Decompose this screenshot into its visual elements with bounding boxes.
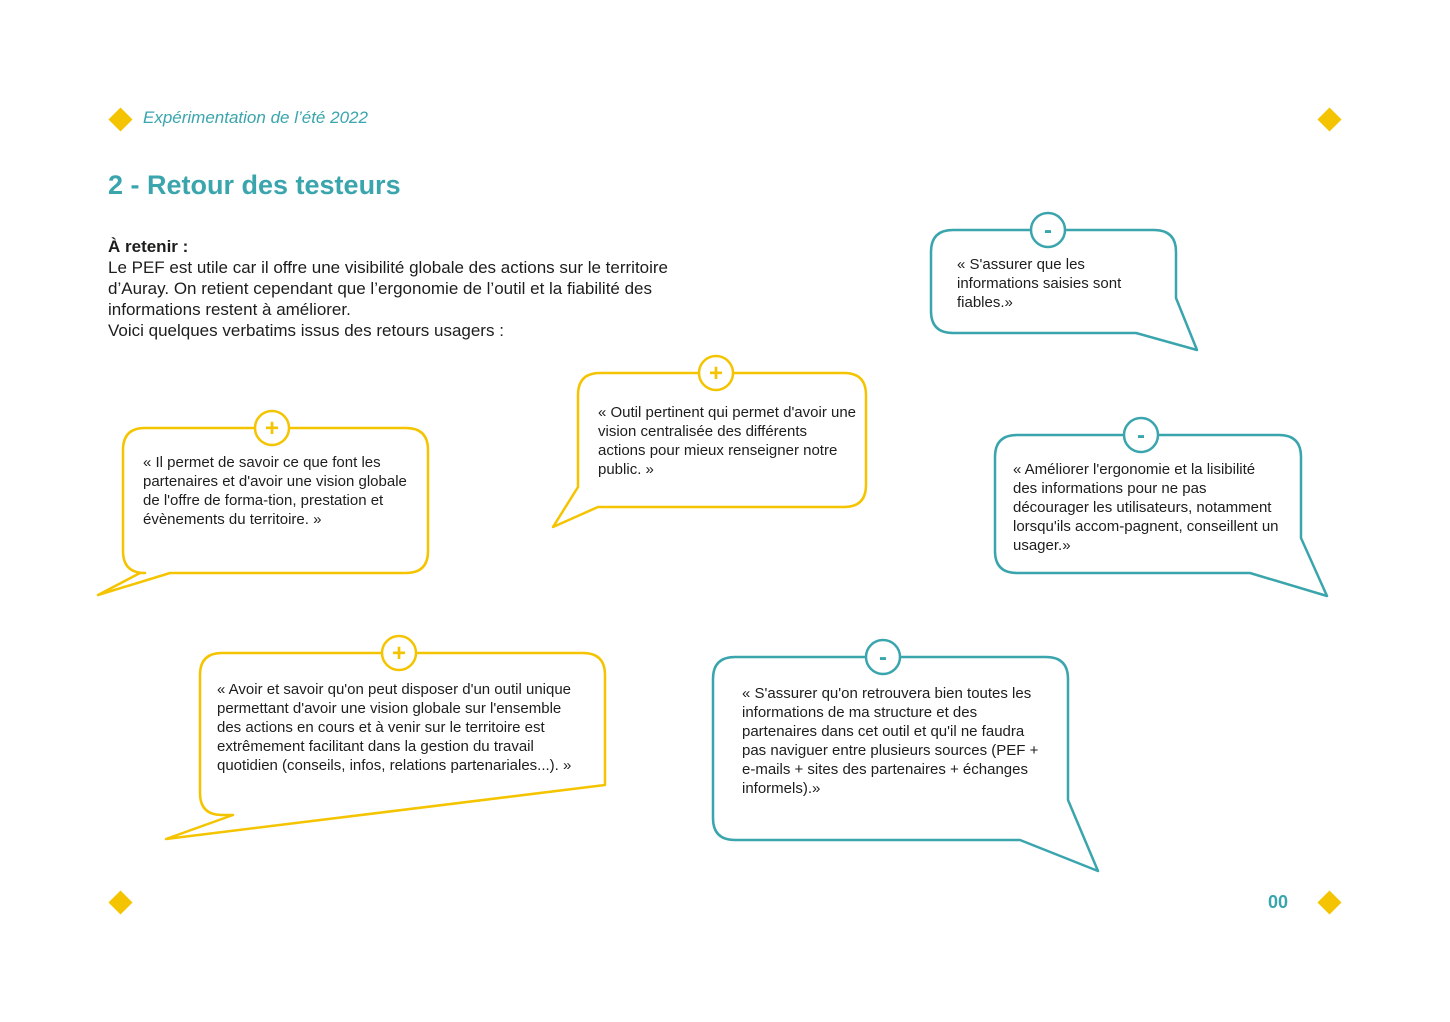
minus-icon: -	[1137, 422, 1145, 449]
speech-bubble-negative: -	[929, 211, 1199, 352]
verbatim-text: « S'assurer qu'on retrouvera bien toutes…	[742, 685, 1039, 797]
verbatim-text: « Outil pertinent qui permet d'avoir une…	[598, 404, 857, 478]
section-title: 2 - Retour des testeurs	[108, 170, 401, 200]
verbatim-text: « S'assurer que les informations saisies…	[957, 256, 1122, 311]
sign-badge	[253, 409, 291, 447]
verbatim-text: « Avoir et savoir qu'on peut disposer d'…	[217, 681, 572, 774]
intro-block: À retenir : Le PEF est utile car il offr…	[108, 236, 688, 341]
sign-badge	[1122, 416, 1160, 454]
sign-badge	[864, 638, 902, 676]
plus-icon: +	[265, 415, 279, 442]
minus-icon: -	[1044, 217, 1052, 244]
plus-icon: +	[709, 360, 723, 387]
document-subtitle: Expérimentation de l’été 2022	[143, 108, 368, 127]
speech-bubble-negative: -	[711, 638, 1100, 873]
speech-bubble-outline	[551, 371, 868, 529]
speech-bubble-positive: +	[164, 634, 607, 841]
speech-bubble-outline	[96, 426, 430, 597]
sign-badge	[1029, 211, 1067, 249]
speech-bubble-negative: -	[993, 416, 1329, 598]
sign-badge	[380, 634, 418, 672]
verbatim-text: « Il permet de savoir ce que font les pa…	[143, 454, 407, 528]
plus-icon: +	[392, 640, 406, 667]
sign-badge	[697, 354, 735, 392]
speech-bubble-outline	[929, 228, 1199, 352]
speech-bubble-positive: +	[96, 409, 430, 597]
intro-paragraph: Le PEF est utile car il offre une visibi…	[108, 258, 669, 319]
verbatim-text: « Améliorer l'ergonomie et la lisibilité…	[1013, 461, 1279, 554]
speech-bubble-positive: +	[551, 354, 868, 529]
speech-bubble-outline	[164, 651, 607, 841]
page-number: 00	[1268, 892, 1289, 912]
intro-label: À retenir :	[108, 237, 189, 256]
speech-bubble-outline	[711, 655, 1100, 873]
speech-bubble-outline	[993, 433, 1329, 598]
minus-icon: -	[879, 644, 887, 671]
intro-paragraph: Voici quelques verbatims issus des retou…	[108, 321, 504, 340]
